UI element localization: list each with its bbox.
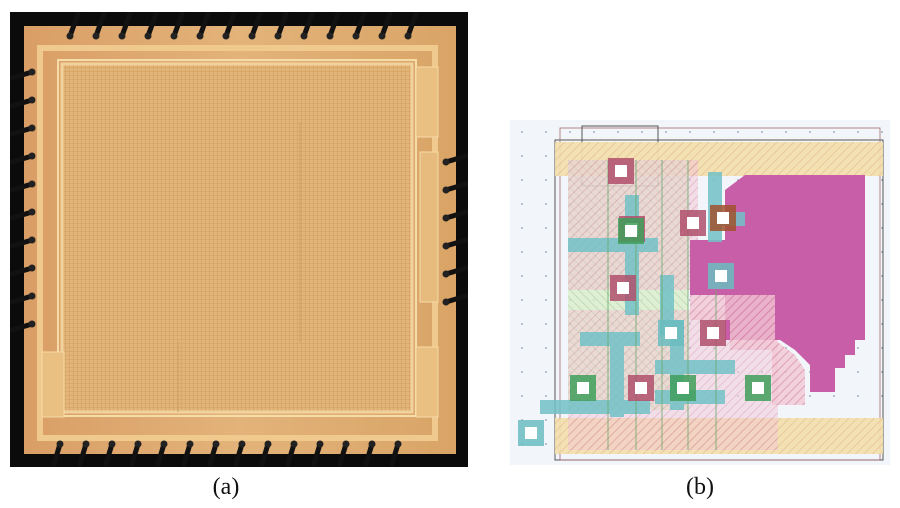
bond-wires — [10, 12, 468, 467]
contact-cut — [615, 165, 627, 177]
bond-pad — [442, 186, 450, 194]
caption-panel-a: (a) — [212, 474, 240, 500]
bond-wire — [405, 12, 419, 39]
bond-pad — [82, 440, 90, 448]
bond-pad — [300, 32, 308, 40]
bond-pad — [274, 32, 282, 40]
bond-pad — [28, 320, 36, 328]
bond-pad — [442, 214, 450, 222]
bond-wire — [301, 12, 315, 39]
bond-pad — [28, 152, 36, 160]
cell-boundary-inner — [559, 127, 881, 461]
contact-cut — [577, 382, 589, 394]
bond-pad — [326, 32, 334, 40]
bond-pad — [442, 270, 450, 278]
bond-pad — [352, 32, 360, 40]
bond-pad — [170, 32, 178, 40]
contacts — [518, 158, 771, 446]
contact-cut — [707, 327, 719, 339]
bond-wire — [171, 12, 185, 39]
bond-pad — [28, 96, 36, 104]
bond-pad — [404, 32, 412, 40]
bond-pad — [248, 32, 256, 40]
bond-pad — [28, 68, 36, 76]
core-array — [60, 62, 414, 414]
bond-pad — [160, 440, 168, 448]
bond-wire — [119, 12, 133, 39]
bond-wire — [249, 12, 263, 39]
bond-pad — [108, 440, 116, 448]
core-frame — [57, 59, 417, 417]
contact-cut — [665, 327, 677, 339]
bond-pad — [66, 32, 74, 40]
metal-magenta-strip — [690, 295, 805, 405]
bond-pad — [144, 32, 152, 40]
contact-cut — [617, 282, 629, 294]
contact-cut — [525, 427, 537, 439]
bond-pad — [222, 32, 230, 40]
bond-wire — [327, 12, 341, 39]
contact-cut — [635, 382, 647, 394]
bond-pad — [442, 242, 450, 250]
contact-cut — [752, 382, 764, 394]
bond-pad — [442, 158, 450, 166]
bond-wire — [275, 12, 289, 39]
bond-pad — [134, 440, 142, 448]
side-block-right-top — [415, 66, 439, 138]
chip-die-photo — [10, 12, 468, 467]
side-block-right-mid — [419, 151, 439, 303]
bond-wire — [145, 12, 159, 39]
bond-pad — [28, 124, 36, 132]
side-block-left-bottom — [41, 351, 65, 418]
contact-cut — [677, 382, 689, 394]
bond-pad — [378, 32, 386, 40]
gate-lines — [607, 160, 717, 450]
bond-pad — [28, 236, 36, 244]
bond-pad — [442, 298, 450, 306]
bond-pad — [56, 440, 64, 448]
caption-panel-b: (b) — [686, 474, 714, 500]
cell-layout-view — [510, 120, 890, 465]
bond-pad — [186, 440, 194, 448]
contact-cut — [715, 270, 727, 282]
bond-pad — [368, 440, 376, 448]
bond-wire — [197, 12, 211, 39]
bond-pad — [238, 440, 246, 448]
bond-pad — [28, 292, 36, 300]
bond-pad — [290, 440, 298, 448]
side-block-right-bottom — [415, 346, 439, 418]
bond-pad — [212, 440, 220, 448]
bond-pad — [118, 32, 126, 40]
bond-pad — [28, 264, 36, 272]
bond-wire — [379, 12, 393, 39]
bond-wire — [93, 12, 107, 39]
bond-pad — [316, 440, 324, 448]
bond-pad — [264, 440, 272, 448]
bond-pad — [394, 440, 402, 448]
bond-wire — [223, 12, 237, 39]
bond-pad — [342, 440, 350, 448]
bond-pad — [92, 32, 100, 40]
bond-pad — [28, 180, 36, 188]
contact-cut — [717, 212, 729, 224]
bond-wire — [353, 12, 367, 39]
bond-pad — [196, 32, 204, 40]
bond-pad — [28, 208, 36, 216]
contact-cut — [687, 217, 699, 229]
bond-wire — [67, 12, 81, 39]
contact-cut — [625, 225, 637, 237]
